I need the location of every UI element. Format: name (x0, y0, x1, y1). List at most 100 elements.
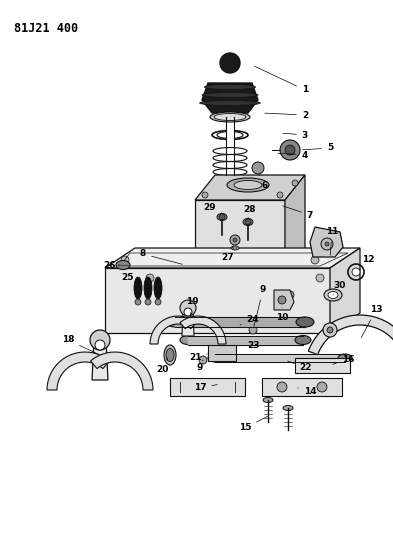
Circle shape (352, 268, 360, 276)
Ellipse shape (324, 289, 342, 301)
Circle shape (317, 382, 327, 392)
Ellipse shape (166, 317, 184, 327)
Text: 25: 25 (121, 273, 140, 288)
Polygon shape (47, 352, 109, 390)
Circle shape (121, 256, 129, 264)
Ellipse shape (234, 181, 262, 190)
Circle shape (95, 340, 105, 350)
Text: 12: 12 (360, 255, 374, 270)
Circle shape (146, 274, 154, 282)
Circle shape (245, 219, 251, 225)
Text: 6: 6 (259, 174, 268, 190)
Text: 4: 4 (278, 150, 308, 159)
Circle shape (278, 296, 286, 304)
Polygon shape (150, 316, 196, 344)
Polygon shape (309, 315, 393, 354)
Text: 20: 20 (156, 358, 168, 375)
Text: 22: 22 (288, 361, 312, 373)
Circle shape (286, 291, 294, 299)
Circle shape (90, 330, 110, 350)
Ellipse shape (166, 349, 174, 361)
Text: 16: 16 (333, 356, 354, 365)
Text: 9: 9 (253, 286, 266, 327)
Circle shape (145, 299, 151, 305)
Ellipse shape (295, 335, 311, 344)
Circle shape (180, 300, 196, 316)
Text: 13: 13 (361, 305, 382, 337)
Polygon shape (295, 358, 350, 373)
Text: 10: 10 (276, 308, 288, 322)
Circle shape (316, 274, 324, 282)
Circle shape (202, 192, 208, 198)
Ellipse shape (164, 345, 176, 365)
Circle shape (220, 53, 240, 73)
Ellipse shape (231, 246, 239, 250)
Circle shape (277, 192, 283, 198)
Ellipse shape (210, 112, 250, 122)
Ellipse shape (208, 354, 222, 362)
Circle shape (233, 238, 237, 242)
Polygon shape (262, 378, 342, 396)
Ellipse shape (180, 335, 196, 344)
Ellipse shape (227, 178, 269, 192)
Text: 18: 18 (62, 335, 97, 354)
Circle shape (321, 238, 333, 250)
Ellipse shape (296, 317, 314, 327)
Text: 11: 11 (326, 228, 338, 255)
Ellipse shape (217, 214, 227, 221)
Text: 81J21 400: 81J21 400 (14, 22, 78, 35)
Polygon shape (274, 290, 294, 310)
Polygon shape (195, 175, 305, 200)
Circle shape (155, 299, 161, 305)
Ellipse shape (204, 85, 255, 90)
Text: 28: 28 (244, 206, 256, 218)
Circle shape (285, 145, 295, 155)
Text: 1: 1 (255, 66, 308, 94)
Text: 7: 7 (283, 206, 313, 220)
Polygon shape (330, 248, 360, 333)
Ellipse shape (144, 277, 152, 299)
Circle shape (323, 323, 337, 337)
Polygon shape (170, 378, 245, 396)
Circle shape (184, 308, 192, 316)
Polygon shape (182, 308, 194, 336)
Polygon shape (92, 340, 108, 380)
Text: 19: 19 (185, 297, 198, 317)
Ellipse shape (283, 406, 293, 410)
Circle shape (327, 327, 333, 333)
Circle shape (199, 356, 207, 364)
Text: 23: 23 (247, 341, 259, 350)
Ellipse shape (217, 132, 243, 139)
Ellipse shape (338, 354, 352, 362)
Text: 29: 29 (204, 204, 222, 213)
Ellipse shape (328, 292, 338, 298)
Ellipse shape (154, 277, 162, 299)
Polygon shape (310, 227, 343, 257)
Ellipse shape (233, 247, 237, 249)
Text: 5: 5 (303, 143, 333, 152)
Text: 24: 24 (240, 316, 259, 325)
Circle shape (252, 162, 264, 174)
Circle shape (311, 256, 319, 264)
Text: 8: 8 (140, 249, 182, 264)
Ellipse shape (202, 93, 258, 98)
Text: 27: 27 (222, 246, 234, 262)
Circle shape (230, 235, 240, 245)
Ellipse shape (116, 261, 130, 270)
Polygon shape (202, 83, 258, 113)
Polygon shape (285, 175, 305, 275)
Circle shape (280, 140, 300, 160)
Ellipse shape (214, 114, 246, 120)
Text: 9: 9 (197, 360, 203, 373)
Text: 15: 15 (239, 416, 268, 432)
Text: 21: 21 (189, 353, 208, 362)
Text: 3: 3 (283, 131, 308, 140)
Text: 2: 2 (265, 110, 308, 119)
Circle shape (219, 214, 225, 220)
Circle shape (325, 242, 329, 246)
Text: 17: 17 (194, 384, 217, 392)
Ellipse shape (200, 101, 261, 106)
Ellipse shape (243, 219, 253, 225)
Polygon shape (180, 316, 226, 344)
Ellipse shape (134, 277, 142, 299)
